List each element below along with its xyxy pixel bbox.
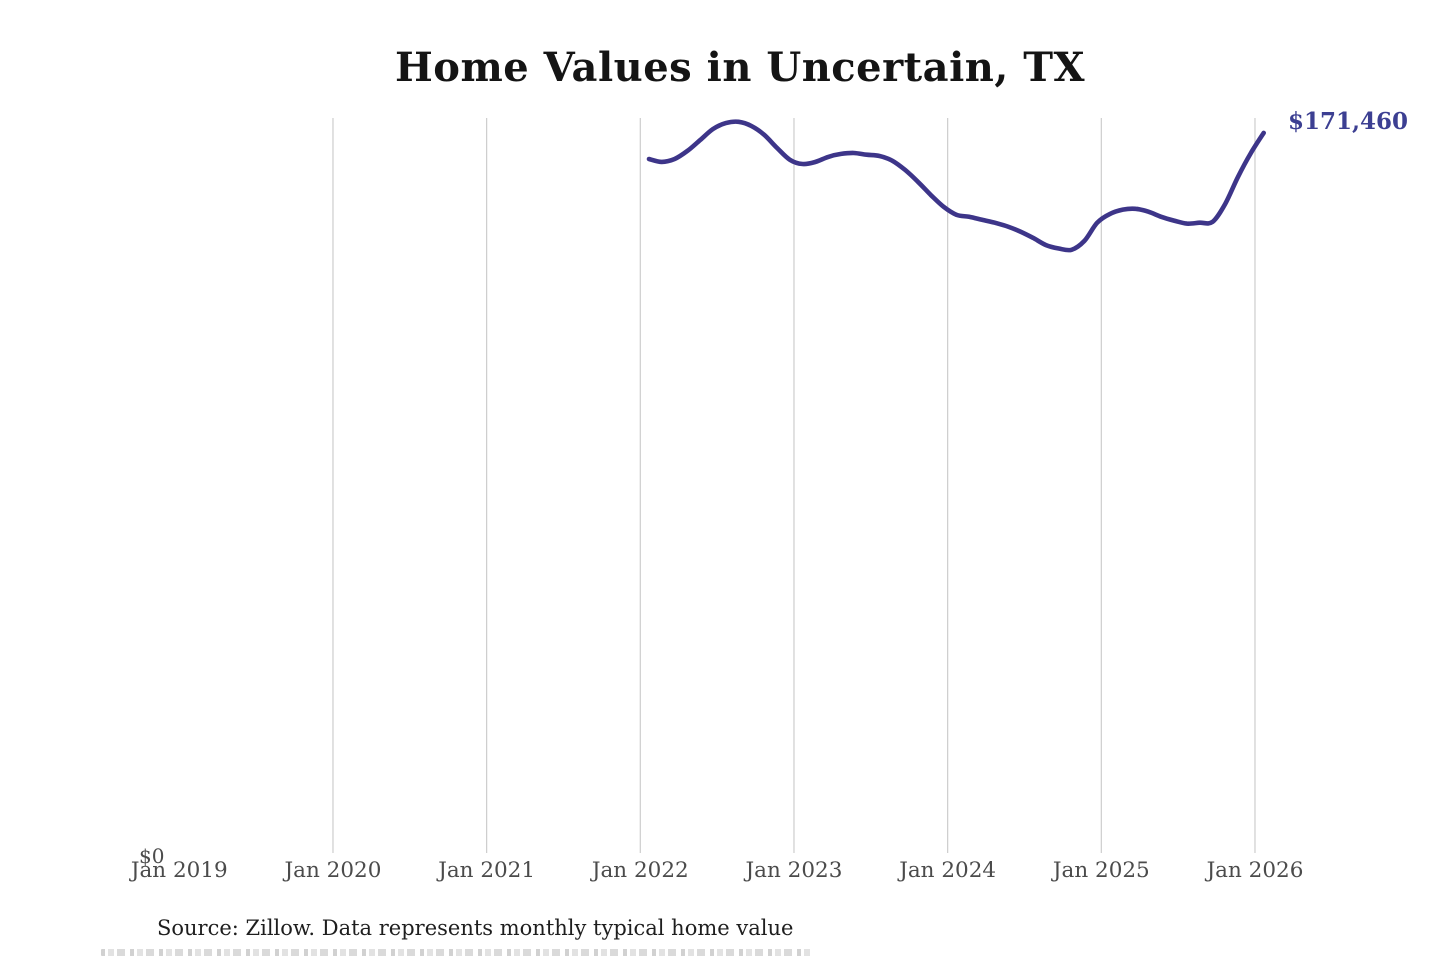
year-gridlines (332, 118, 1256, 853)
x-tick-label: Jan 2021 (438, 858, 536, 883)
x-tick-label: Jan 2026 (1206, 858, 1304, 883)
source-note: Source: Zillow. Data represents monthly … (157, 916, 794, 940)
x-tick-label: Jan 2019 (130, 858, 228, 883)
x-tick-label: Jan 2023 (745, 858, 843, 883)
home-value-line (646, 119, 1266, 253)
x-tick-label: Jan 2022 (591, 858, 689, 883)
y-axis-zero-label: $0 (139, 844, 165, 868)
x-tick-label: Jan 2024 (899, 858, 997, 883)
latest-value-label: $171,460 (1288, 108, 1409, 135)
clipped-text-strip (101, 949, 813, 956)
chart-title: Home Values in Uncertain, TX (395, 44, 1085, 91)
x-tick-label: Jan 2020 (284, 858, 382, 883)
x-tick-label: Jan 2025 (1052, 858, 1150, 883)
